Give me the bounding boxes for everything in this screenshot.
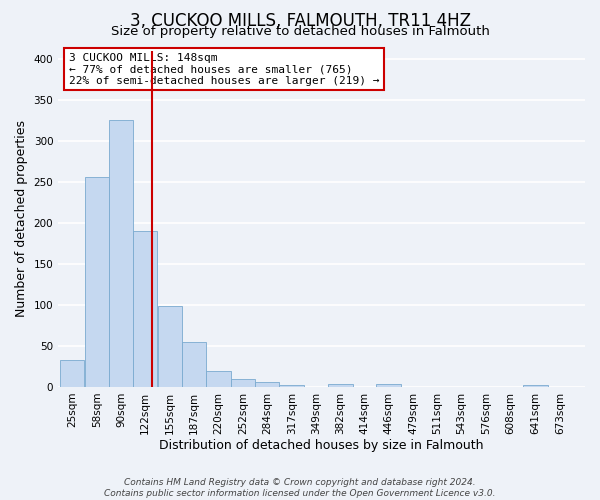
Text: 3 CUCKOO MILLS: 148sqm
← 77% of detached houses are smaller (765)
22% of semi-de: 3 CUCKOO MILLS: 148sqm ← 77% of detached… [69, 52, 379, 86]
Bar [133, 232, 157, 387]
Bar [85, 177, 109, 387]
Bar [254, 382, 279, 387]
Text: Contains HM Land Registry data © Crown copyright and database right 2024.
Contai: Contains HM Land Registry data © Crown c… [104, 478, 496, 498]
Bar [60, 360, 85, 387]
X-axis label: Distribution of detached houses by size in Falmouth: Distribution of detached houses by size … [160, 440, 484, 452]
Bar [376, 384, 401, 387]
Bar [158, 306, 182, 387]
Bar [523, 384, 548, 387]
Bar [328, 384, 353, 387]
Bar [280, 386, 304, 387]
Bar [182, 342, 206, 387]
Text: 3, CUCKOO MILLS, FALMOUTH, TR11 4HZ: 3, CUCKOO MILLS, FALMOUTH, TR11 4HZ [130, 12, 470, 30]
Bar [206, 370, 231, 387]
Bar [230, 379, 255, 387]
Text: Size of property relative to detached houses in Falmouth: Size of property relative to detached ho… [110, 25, 490, 38]
Bar [109, 120, 133, 387]
Y-axis label: Number of detached properties: Number of detached properties [15, 120, 28, 318]
